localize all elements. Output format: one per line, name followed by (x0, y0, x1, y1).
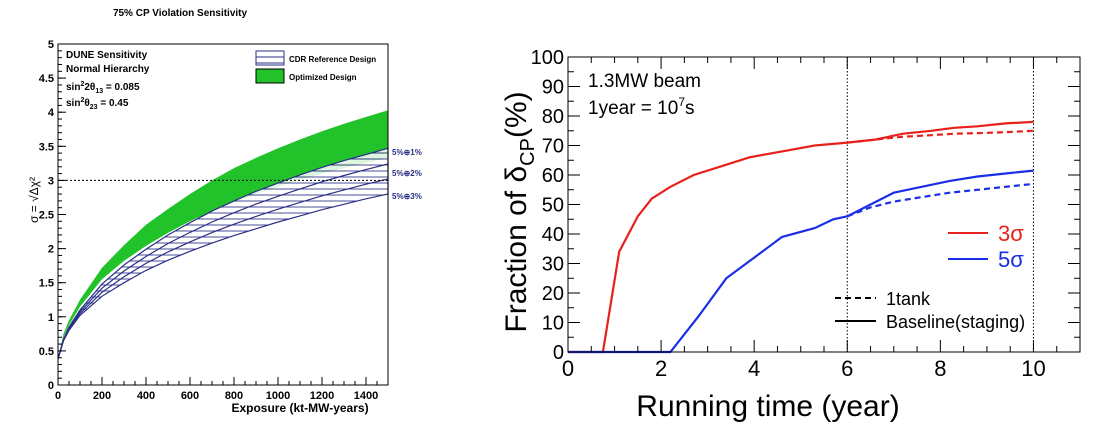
left-y-tick-label: 0.5 (39, 346, 54, 358)
cdr-curve-1 (57, 178, 389, 360)
right-y-tick-label: 50 (542, 195, 564, 217)
cdr-curve-2 (57, 163, 389, 360)
left-x-tick-label: 800 (225, 390, 243, 402)
left-y-tick-label: 3 (48, 175, 54, 187)
left-y-ticks: 0 0.5 1 1.5 2 2.5 3 3.5 4 4.5 5 (39, 39, 66, 392)
legend-label-cdr: CDR Reference Design (289, 55, 376, 64)
right-x-tick-label: 6 (841, 356, 853, 381)
right-chart: 0 2 4 6 8 10 0 10 20 30 40 50 60 70 80 90 100 Running t… (500, 47, 1081, 423)
series-3sigma-dashed (847, 129, 1034, 144)
right-x-tick-label: 8 (934, 356, 946, 381)
series-3sigma-solid (568, 120, 1034, 354)
right-vertical-markers (846, 57, 1034, 352)
left-y-tick-label: 1.5 (39, 278, 54, 290)
right-y-tick-label: 20 (542, 283, 564, 305)
left-hatch-lines (57, 163, 389, 360)
right-y-tick-label: 30 (542, 254, 564, 276)
right-x-axis-label: Running time (year) (636, 390, 899, 423)
right-y-tick-label: 0 (553, 342, 564, 364)
left-info-line-1: DUNE Sensitivity (66, 50, 148, 61)
left-x-tick-label: 1000 (266, 390, 290, 402)
left-x-tick-label: 1200 (310, 390, 334, 402)
right-y-tick-label: 100 (531, 47, 564, 69)
left-x-tick-label: 0 (55, 390, 61, 402)
left-y-tick-label: 4.5 (39, 73, 54, 85)
legend-label-baseline: Baseline(staging) (886, 312, 1025, 332)
right-y-ticks: 0 10 20 30 40 50 60 70 80 90 100 (531, 47, 1080, 364)
legend-label-optimized: Optimized Design (289, 73, 357, 82)
left-band-areas (57, 110, 389, 360)
series-5sigma-dashed (846, 182, 1034, 218)
right-x-tick-label: 0 (562, 356, 574, 381)
left-param-theta13: sin22θ13 = 0.085 (66, 81, 140, 95)
left-x-axis-label: Exposure (kt-MW-years) (231, 401, 368, 415)
band-label-2pct: 5%⊕2% (392, 169, 422, 178)
legend-label-1tank: 1tank (886, 289, 931, 309)
right-series-lines (568, 120, 1034, 354)
left-info-line-2: Normal Hierarchy (66, 64, 150, 75)
left-chart-title: 75% CP Violation Sensitivity (113, 8, 248, 19)
beam-power-text: 1.3MW beam (588, 71, 701, 92)
band-label-1pct: 5%⊕1% (392, 148, 422, 157)
legend-swatch-cdr (255, 50, 285, 66)
right-x-tick-label: 10 (1021, 356, 1045, 381)
left-x-ticks: 0 200 400 600 800 1000 1200 1400 (55, 377, 389, 402)
left-x-tick-label: 200 (93, 390, 111, 402)
right-y-tick-label: 70 (542, 136, 564, 158)
series-5sigma-solid (568, 169, 1034, 354)
legend-label-3sigma: 3σ (998, 221, 1024, 246)
right-y-tick-label: 10 (542, 313, 564, 335)
year-definition-text: 1year = 107s (588, 95, 695, 119)
legend-swatch-optimized (255, 68, 285, 84)
left-y-tick-label: 2.5 (39, 210, 54, 222)
left-y-axis-label: σ = √Δχ² (27, 177, 41, 223)
left-y-tick-label: 4 (48, 107, 55, 119)
right-x-ticks: 0 2 4 6 8 10 (562, 57, 1081, 381)
left-chart: 75% CP Violation Sensitivity 0 200 400 600 8… (27, 8, 422, 415)
right-y-tick-label: 90 (542, 77, 564, 99)
legend-label-5sigma: 5σ (998, 247, 1024, 272)
left-x-tick-label: 400 (137, 390, 155, 402)
right-x-tick-label: 2 (655, 356, 667, 381)
left-x-tick-label: 600 (181, 390, 199, 402)
left-x-tick-label: 1400 (354, 390, 378, 402)
right-y-axis-label: Fraction of δCP(%) (500, 91, 539, 332)
left-y-tick-label: 1 (48, 312, 54, 324)
right-y-tick-label: 40 (542, 224, 564, 246)
left-y-tick-label: 2 (48, 244, 54, 256)
left-param-theta23: sin2θ23 = 0.45 (66, 97, 129, 111)
right-x-tick-label: 4 (748, 356, 760, 381)
left-y-tick-label: 5 (48, 39, 54, 51)
right-y-tick-label: 60 (542, 165, 564, 187)
left-y-tick-label: 0 (48, 380, 54, 392)
band-label-3pct: 5%⊕3% (392, 192, 422, 201)
right-y-tick-label: 80 (542, 106, 564, 128)
left-y-tick-label: 3.5 (39, 141, 54, 153)
